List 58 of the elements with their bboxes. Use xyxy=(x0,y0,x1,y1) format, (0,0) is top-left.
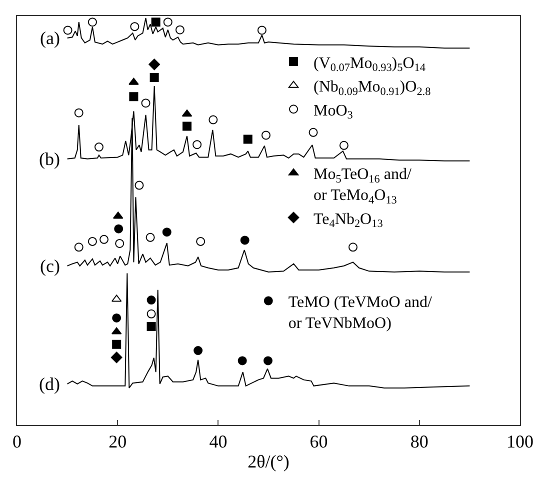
point xyxy=(146,322,156,332)
point xyxy=(128,78,139,85)
point xyxy=(146,296,156,305)
point xyxy=(192,140,202,150)
x-tick-label: 40 xyxy=(209,432,228,452)
point xyxy=(74,242,84,252)
text: Mo$_{5}$TeO$_{16}$ and/ or TeMo$_{4}$O$_{13}$ xyxy=(314,166,412,206)
point xyxy=(129,92,138,102)
point xyxy=(308,128,318,137)
point xyxy=(348,242,358,252)
series-label: (a) xyxy=(40,28,60,48)
point xyxy=(257,26,266,35)
legend-label: MoO$_{3}$ xyxy=(314,102,354,122)
point xyxy=(148,58,160,70)
point xyxy=(175,25,184,34)
point xyxy=(74,108,84,118)
x-tick-label: 0 xyxy=(12,432,22,452)
legend-label: TeMO (TeVMoO and/ or TeVNbMoO) xyxy=(288,294,432,332)
point xyxy=(88,236,97,246)
x-tick-label: 100 xyxy=(506,432,534,452)
point xyxy=(130,22,140,32)
point xyxy=(100,234,109,244)
point xyxy=(115,238,124,248)
legend-label: (Nb$_{0.09}$Mo$_{0.91}$)O$_{2.8}$ xyxy=(314,78,432,98)
point xyxy=(339,140,348,150)
point xyxy=(146,232,155,242)
series-label: (b) xyxy=(39,149,60,169)
point xyxy=(243,134,252,144)
x-tick-label: 80 xyxy=(410,432,428,452)
x-axis-title: 2θ/(°) xyxy=(248,452,290,472)
point xyxy=(162,228,172,237)
point xyxy=(208,115,218,124)
point xyxy=(88,18,97,27)
point xyxy=(264,356,272,366)
point xyxy=(151,18,160,27)
x-tick-label: 60 xyxy=(310,432,328,452)
legend-label: Te$_{4}$Nb$_{2}$O$_{13}$ xyxy=(314,210,384,230)
point xyxy=(63,26,72,35)
point xyxy=(196,236,206,246)
point xyxy=(114,224,124,234)
point xyxy=(141,98,150,108)
x-tick-label: 20 xyxy=(108,432,127,452)
point xyxy=(194,346,203,356)
point xyxy=(112,340,122,349)
series-label: (d) xyxy=(39,374,60,394)
legend-label: (V$_{0.07}$Mo$_{0.93}$)$_{5}$O$_{14}$ xyxy=(314,54,426,74)
point xyxy=(240,236,250,245)
point xyxy=(146,309,156,318)
point xyxy=(112,313,122,322)
point xyxy=(134,180,144,190)
point xyxy=(261,130,270,140)
series-label: (c) xyxy=(40,256,60,276)
point xyxy=(150,72,159,82)
point xyxy=(182,122,192,131)
point xyxy=(110,352,122,364)
point xyxy=(94,142,104,152)
point xyxy=(238,356,247,366)
point xyxy=(163,18,172,27)
